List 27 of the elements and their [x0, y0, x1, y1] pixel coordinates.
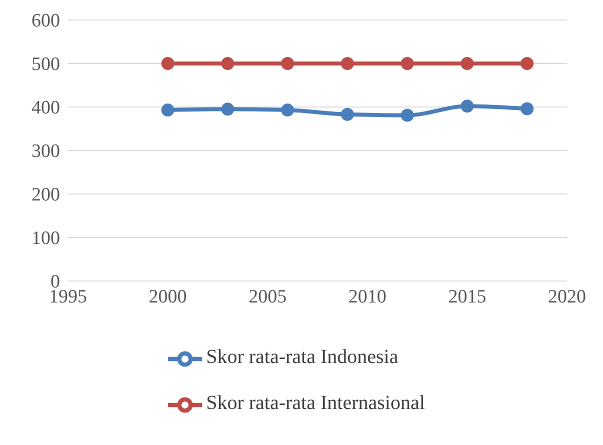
- point: [400, 108, 414, 122]
- x-tick-label: 2005: [248, 286, 287, 308]
- y-tick-label: 100: [32, 228, 60, 250]
- y-tick-label: 400: [32, 98, 60, 119]
- point: [340, 108, 354, 121]
- x-tick-label: 2000: [148, 286, 187, 308]
- point: [520, 57, 534, 70]
- point: [161, 57, 174, 70]
- point: [221, 102, 234, 116]
- point: [340, 57, 354, 70]
- y-tick-label: 300: [32, 141, 60, 162]
- legend-label: Skor rata-rata Internasional: [206, 392, 425, 414]
- point: [460, 57, 474, 70]
- point: [221, 57, 234, 70]
- point: [281, 57, 294, 70]
- point: [460, 100, 474, 113]
- x-tick-label: 2015: [448, 286, 486, 308]
- y-tick-label: 500: [32, 54, 60, 76]
- point: [161, 104, 174, 117]
- point: [400, 57, 414, 70]
- y-tick-label: 600: [32, 10, 60, 32]
- x-tick-label: 2010: [348, 286, 386, 308]
- legend-label: Skor rata-rata Indonesia: [206, 346, 398, 368]
- y-tick-label: 200: [32, 184, 60, 206]
- point: [520, 102, 534, 116]
- x-tick-label: 2020: [548, 286, 586, 308]
- point: [281, 104, 294, 117]
